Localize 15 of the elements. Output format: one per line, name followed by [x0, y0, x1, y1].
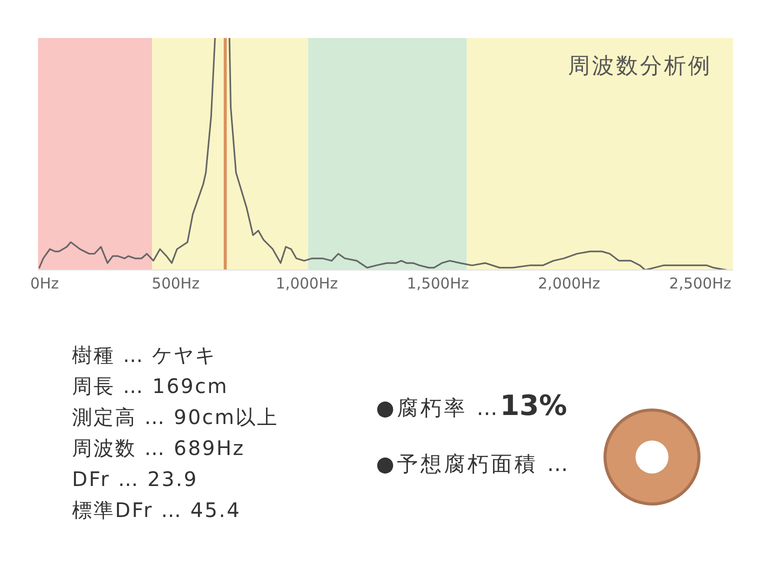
text: 測定高 … 90cm以上 [72, 404, 279, 431]
x-tick-label: 1,500Hz [406, 274, 470, 293]
x-tick-label: 0Hz [30, 274, 60, 293]
text: ●予想腐朽面積 … [376, 452, 570, 476]
x-tick-label: 2,000Hz [538, 274, 600, 293]
text: ●腐朽率 …13% [376, 389, 568, 422]
text: 標準DFr … 45.4 [72, 497, 242, 524]
x-tick-label: 2,500Hz [669, 274, 732, 293]
text: DFr … 23.9 [72, 466, 199, 493]
text: 周長 … 169cm [72, 373, 230, 400]
text: 周波数分析例 [568, 53, 712, 81]
x-tick-label: 1,000Hz [276, 274, 338, 293]
text: 樹種 … ケヤキ [72, 342, 218, 369]
x-tick-label: 500Hz [152, 274, 200, 293]
text: 周波数 … 689Hz [72, 435, 246, 462]
